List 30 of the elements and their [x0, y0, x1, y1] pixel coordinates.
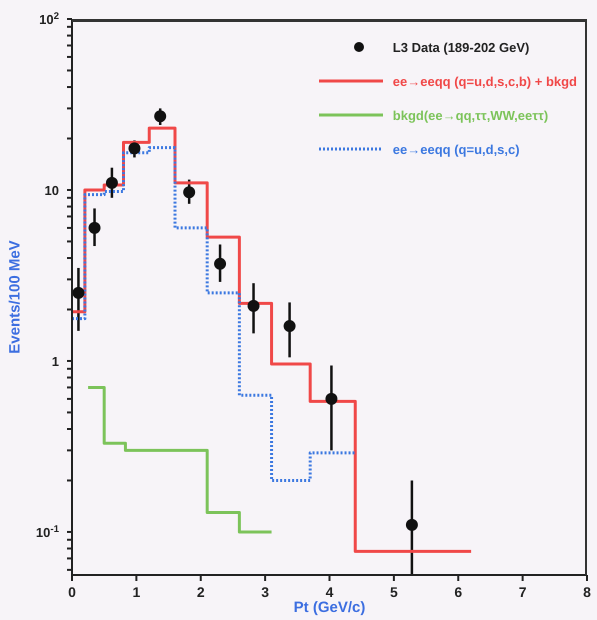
point	[248, 300, 260, 312]
x-tick-label: 6	[454, 584, 462, 600]
legend-label: L3 Data (189-202 GeV)	[392, 40, 530, 54]
point	[72, 286, 84, 299]
point	[183, 186, 196, 198]
x-tick-label: 8	[583, 584, 592, 600]
x-tick-label: 0	[68, 584, 76, 600]
x-tick-label: 2	[196, 584, 205, 600]
point	[406, 518, 418, 531]
y-axis-title: Events/100 MeV	[6, 240, 24, 354]
x-axis-title: Pt (GeV/c)	[294, 599, 366, 616]
legend-label: bkgd(ee→qq,ττ,WW,eeττ)	[392, 108, 548, 122]
y-tick-label: 10$^{-1}$	[36, 523, 60, 540]
legend-label: ee→eeqq (q=u,d,s,c)	[392, 142, 520, 156]
x-tick-label: 7	[518, 584, 527, 600]
x-tick-label: 1	[132, 584, 140, 600]
x-tick-label: 5	[390, 584, 398, 600]
point	[88, 222, 101, 234]
x-tick-label: 3	[261, 584, 270, 600]
point	[284, 320, 296, 332]
point	[325, 392, 338, 405]
y-tick-label: 1	[52, 354, 59, 369]
y-tick-label: 10$^{2}$	[39, 10, 60, 27]
point	[106, 176, 118, 189]
point	[154, 110, 166, 122]
point	[214, 258, 226, 270]
point	[128, 142, 140, 154]
x-tick-label: 4	[326, 584, 334, 600]
legend-label: ee→eeqq (q=u,d,s,c,b) + bkgd	[392, 74, 577, 88]
y-tick-label: 10	[44, 182, 59, 198]
